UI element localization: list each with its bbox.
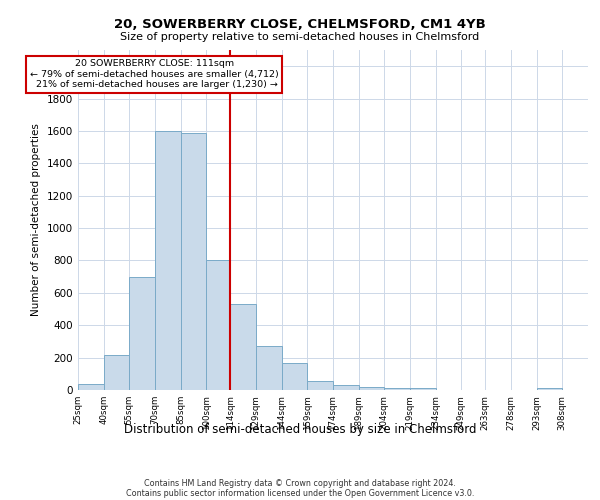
Bar <box>536 388 562 390</box>
Text: Distribution of semi-detached houses by size in Chelmsford: Distribution of semi-detached houses by … <box>124 422 476 436</box>
Text: Contains HM Land Registry data © Crown copyright and database right 2024.: Contains HM Land Registry data © Crown c… <box>144 478 456 488</box>
Text: Contains public sector information licensed under the Open Government Licence v3: Contains public sector information licen… <box>126 488 474 498</box>
Bar <box>256 346 281 390</box>
Text: 20, SOWERBERRY CLOSE, CHELMSFORD, CM1 4YB: 20, SOWERBERRY CLOSE, CHELMSFORD, CM1 4Y… <box>114 18 486 30</box>
Bar <box>181 132 206 390</box>
Bar <box>230 304 256 390</box>
Text: 20 SOWERBERRY CLOSE: 111sqm  
← 79% of semi-detached houses are smaller (4,712)
: 20 SOWERBERRY CLOSE: 111sqm ← 79% of sem… <box>30 60 278 89</box>
Bar <box>359 387 385 390</box>
Bar <box>104 355 130 390</box>
Bar <box>385 388 410 390</box>
Bar <box>410 388 436 390</box>
Text: Size of property relative to semi-detached houses in Chelmsford: Size of property relative to semi-detach… <box>121 32 479 42</box>
Bar <box>206 260 230 390</box>
Bar <box>281 364 307 390</box>
Bar <box>78 384 104 390</box>
Bar <box>307 381 333 390</box>
Bar <box>130 276 155 390</box>
Bar <box>333 385 359 390</box>
Bar <box>155 131 181 390</box>
Y-axis label: Number of semi-detached properties: Number of semi-detached properties <box>31 124 41 316</box>
